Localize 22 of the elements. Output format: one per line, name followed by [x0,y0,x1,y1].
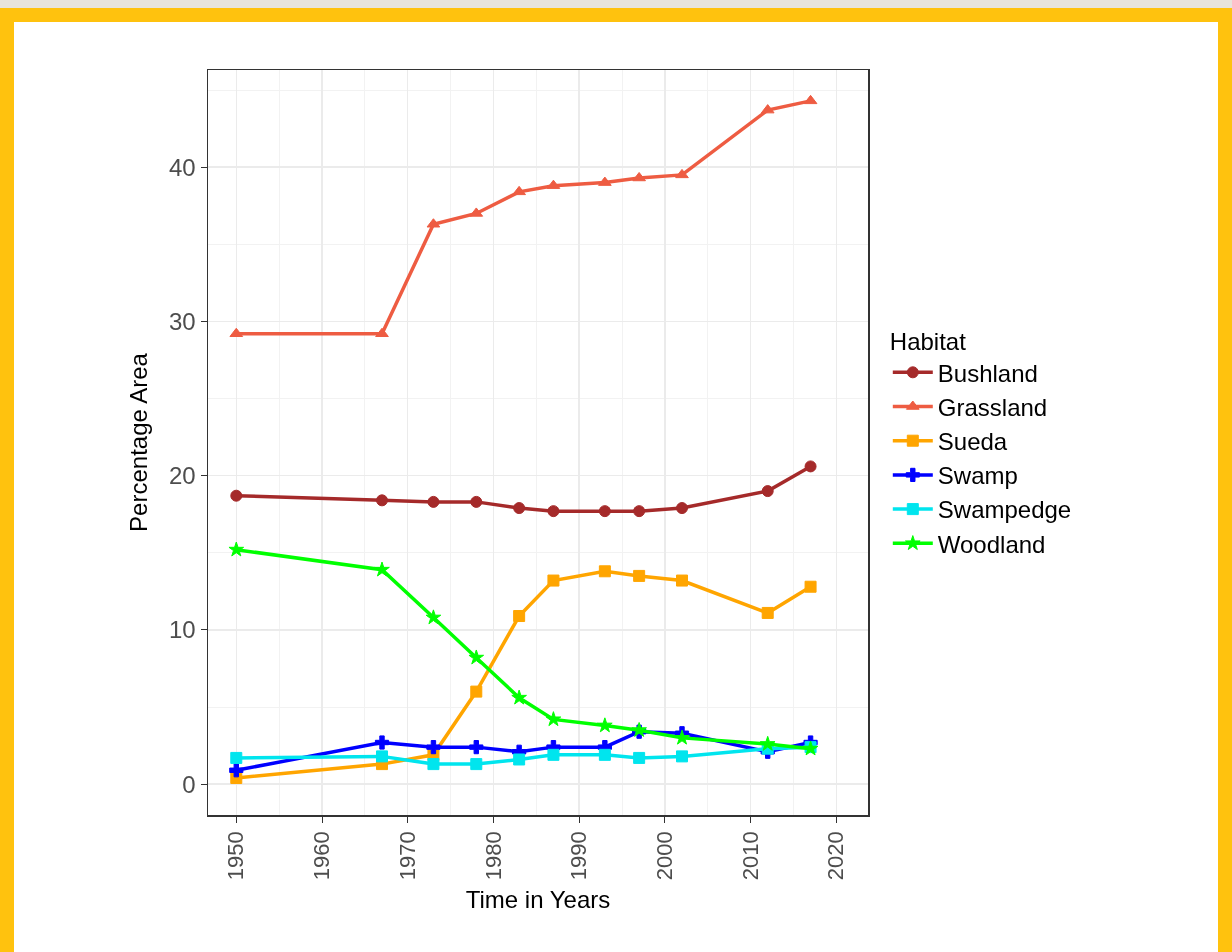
y-tick-label: 0 [182,770,196,798]
x-tick-label: 2010 [737,831,763,881]
y-tick-label: 30 [169,307,196,335]
legend-title: Habitat [889,328,967,356]
y-tick-label: 40 [169,153,196,181]
x-tick-label: 1950 [223,831,249,881]
legend-label: Grassland [937,393,1048,421]
legend-label: Swampedge [937,496,1072,524]
x-tick-label: 1970 [394,831,420,881]
x-tick-label: 2000 [652,831,678,881]
y-axis-title: Percentage Area [125,352,153,532]
legend-label: Bushland [937,359,1038,387]
legend-label: Swamp [937,462,1018,490]
x-axis-title: Time in Years [465,886,611,914]
legend-label: Woodland [937,530,1046,558]
x-tick-label: 1990 [566,831,592,881]
y-tick-label: 20 [169,462,196,490]
y-tick-label: 10 [169,616,196,644]
legend-label: Sueda [937,428,1008,456]
x-tick-label: 2020 [823,831,849,881]
x-tick-label: 1980 [480,831,506,881]
x-tick-label: 1960 [309,831,335,881]
